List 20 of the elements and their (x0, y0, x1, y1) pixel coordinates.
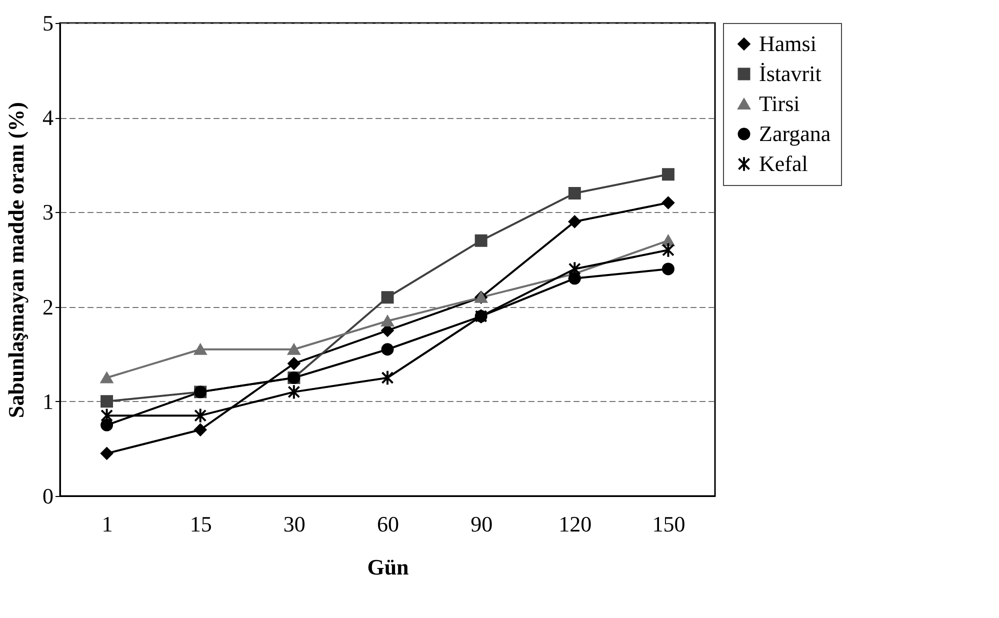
y-tick-label: 0 (42, 484, 54, 508)
legend-label: Hamsi (759, 31, 816, 56)
y-tick-label: 3 (42, 200, 54, 225)
y-tick-label: 5 (42, 10, 54, 36)
x-tick-label: 120 (558, 512, 592, 536)
x-tick-label: 1 (102, 512, 113, 536)
x-tick-label: 60 (377, 512, 399, 536)
y-tick-label: 2 (42, 294, 54, 320)
x-tick-label: 30 (283, 512, 306, 536)
legend-label: Tirsi (759, 91, 800, 116)
legend-label: Kefal (759, 151, 808, 176)
y-axis-title: Sabunlaşmayan madde oranı (%) (4, 102, 28, 418)
x-tick-label: 15 (190, 512, 212, 536)
y-tick-label: 4 (42, 105, 54, 130)
x-tick-label: 90 (470, 512, 493, 536)
x-axis-title: Gün (367, 554, 409, 580)
y-tick-label: 1 (42, 388, 54, 414)
x-tick-label: 150 (652, 512, 686, 536)
legend-label: İstavrit (759, 61, 822, 86)
legend-label: Zargana (759, 121, 831, 146)
